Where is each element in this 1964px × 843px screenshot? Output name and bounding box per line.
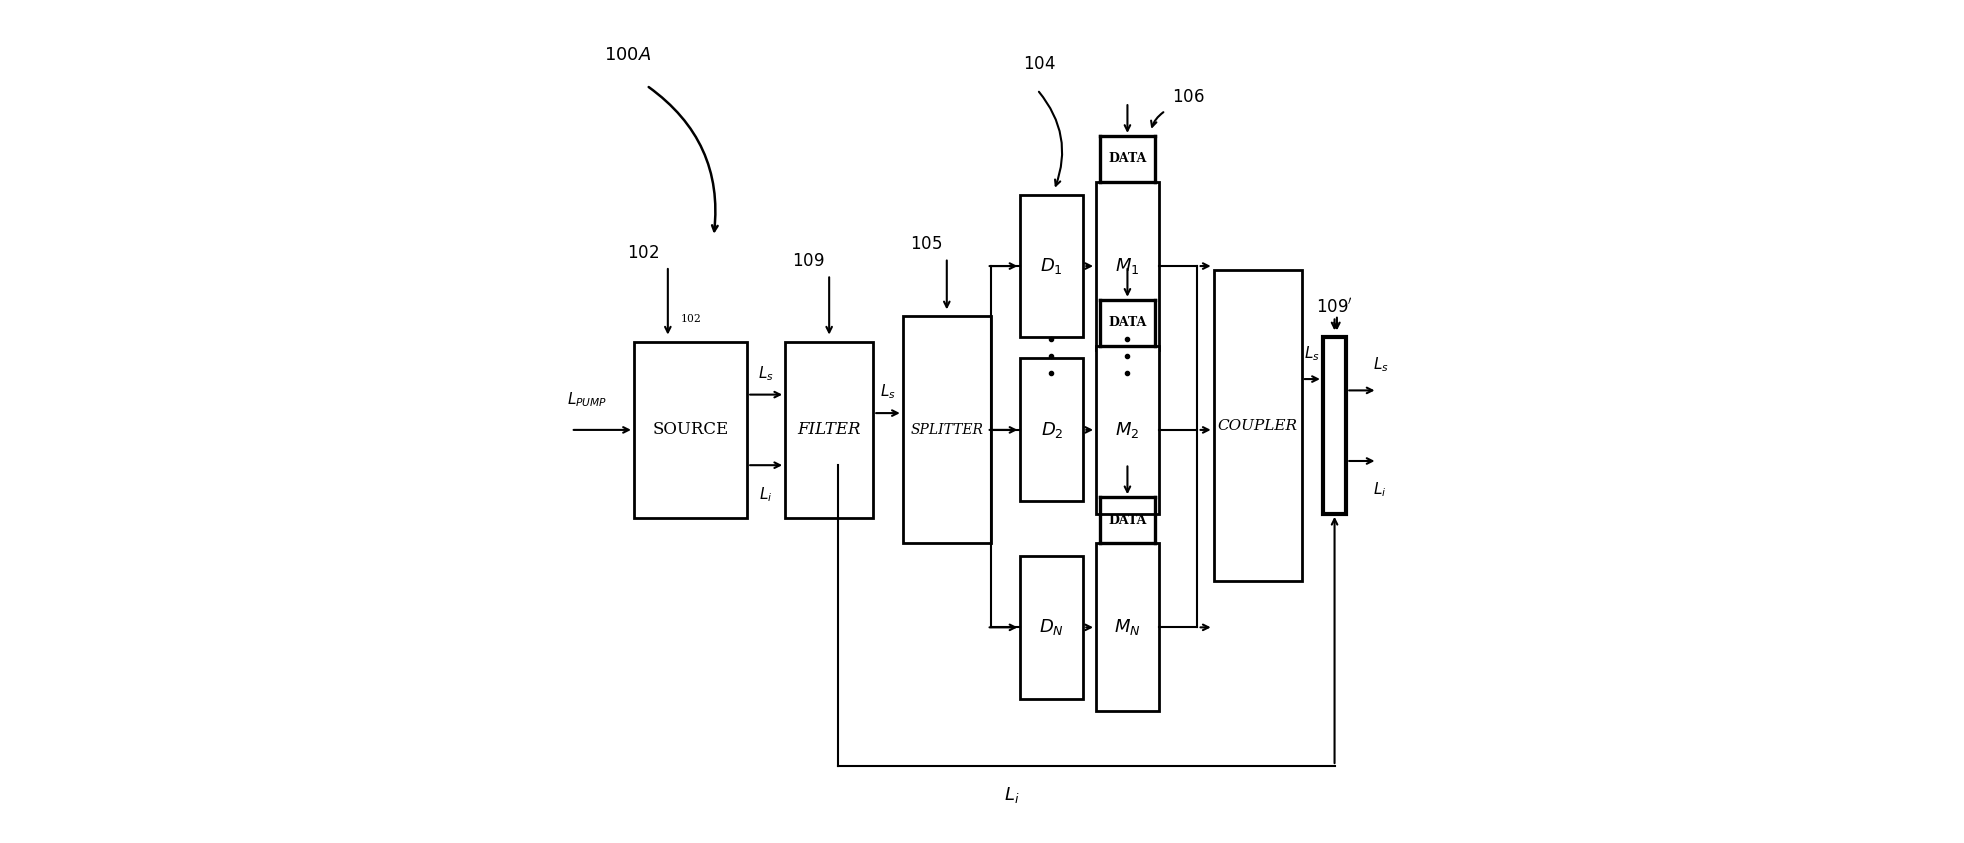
- Text: $L_s$: $L_s$: [1304, 344, 1320, 362]
- FancyBboxPatch shape: [1096, 544, 1159, 711]
- FancyBboxPatch shape: [786, 341, 872, 518]
- Text: COUPLER: COUPLER: [1218, 419, 1296, 432]
- FancyBboxPatch shape: [1019, 195, 1082, 337]
- Text: $D_2$: $D_2$: [1041, 420, 1063, 440]
- Text: $L_{PUMP}$: $L_{PUMP}$: [566, 390, 607, 410]
- Text: $104$: $104$: [1023, 56, 1055, 72]
- FancyBboxPatch shape: [901, 316, 990, 544]
- FancyBboxPatch shape: [1019, 556, 1082, 699]
- Text: FILTER: FILTER: [797, 422, 860, 438]
- Text: $D_1$: $D_1$: [1039, 256, 1063, 276]
- Text: $L_s$: $L_s$: [880, 382, 896, 401]
- Text: $100A$: $100A$: [605, 46, 652, 64]
- Text: DATA: DATA: [1108, 513, 1147, 527]
- FancyBboxPatch shape: [1096, 346, 1159, 514]
- Text: $L_s$: $L_s$: [1373, 356, 1389, 374]
- FancyBboxPatch shape: [1214, 271, 1300, 581]
- Text: SOURCE: SOURCE: [652, 422, 729, 438]
- Text: $L_s$: $L_s$: [758, 364, 774, 383]
- Text: $M_1$: $M_1$: [1116, 256, 1139, 276]
- Text: $102$: $102$: [627, 244, 660, 261]
- FancyBboxPatch shape: [1096, 182, 1159, 350]
- FancyBboxPatch shape: [1322, 337, 1345, 514]
- Text: $L_i$: $L_i$: [758, 485, 772, 503]
- Text: DATA: DATA: [1108, 316, 1147, 330]
- Text: $\mathregular{^{102}}$: $\mathregular{^{102}}$: [680, 314, 701, 328]
- FancyBboxPatch shape: [1019, 358, 1082, 502]
- Text: SPLITTER: SPLITTER: [909, 423, 982, 437]
- Text: $105$: $105$: [909, 236, 943, 253]
- Text: $M_N$: $M_N$: [1114, 617, 1141, 637]
- Text: $109$: $109$: [791, 253, 825, 270]
- Text: $L_i$: $L_i$: [1004, 785, 1019, 804]
- Text: $M_2$: $M_2$: [1116, 420, 1139, 440]
- Text: $109'$: $109'$: [1316, 298, 1353, 316]
- Text: $D_N$: $D_N$: [1039, 617, 1064, 637]
- Text: $106$: $106$: [1171, 89, 1204, 106]
- FancyBboxPatch shape: [634, 341, 746, 518]
- Text: DATA: DATA: [1108, 153, 1147, 165]
- Text: $L_i$: $L_i$: [1373, 481, 1387, 499]
